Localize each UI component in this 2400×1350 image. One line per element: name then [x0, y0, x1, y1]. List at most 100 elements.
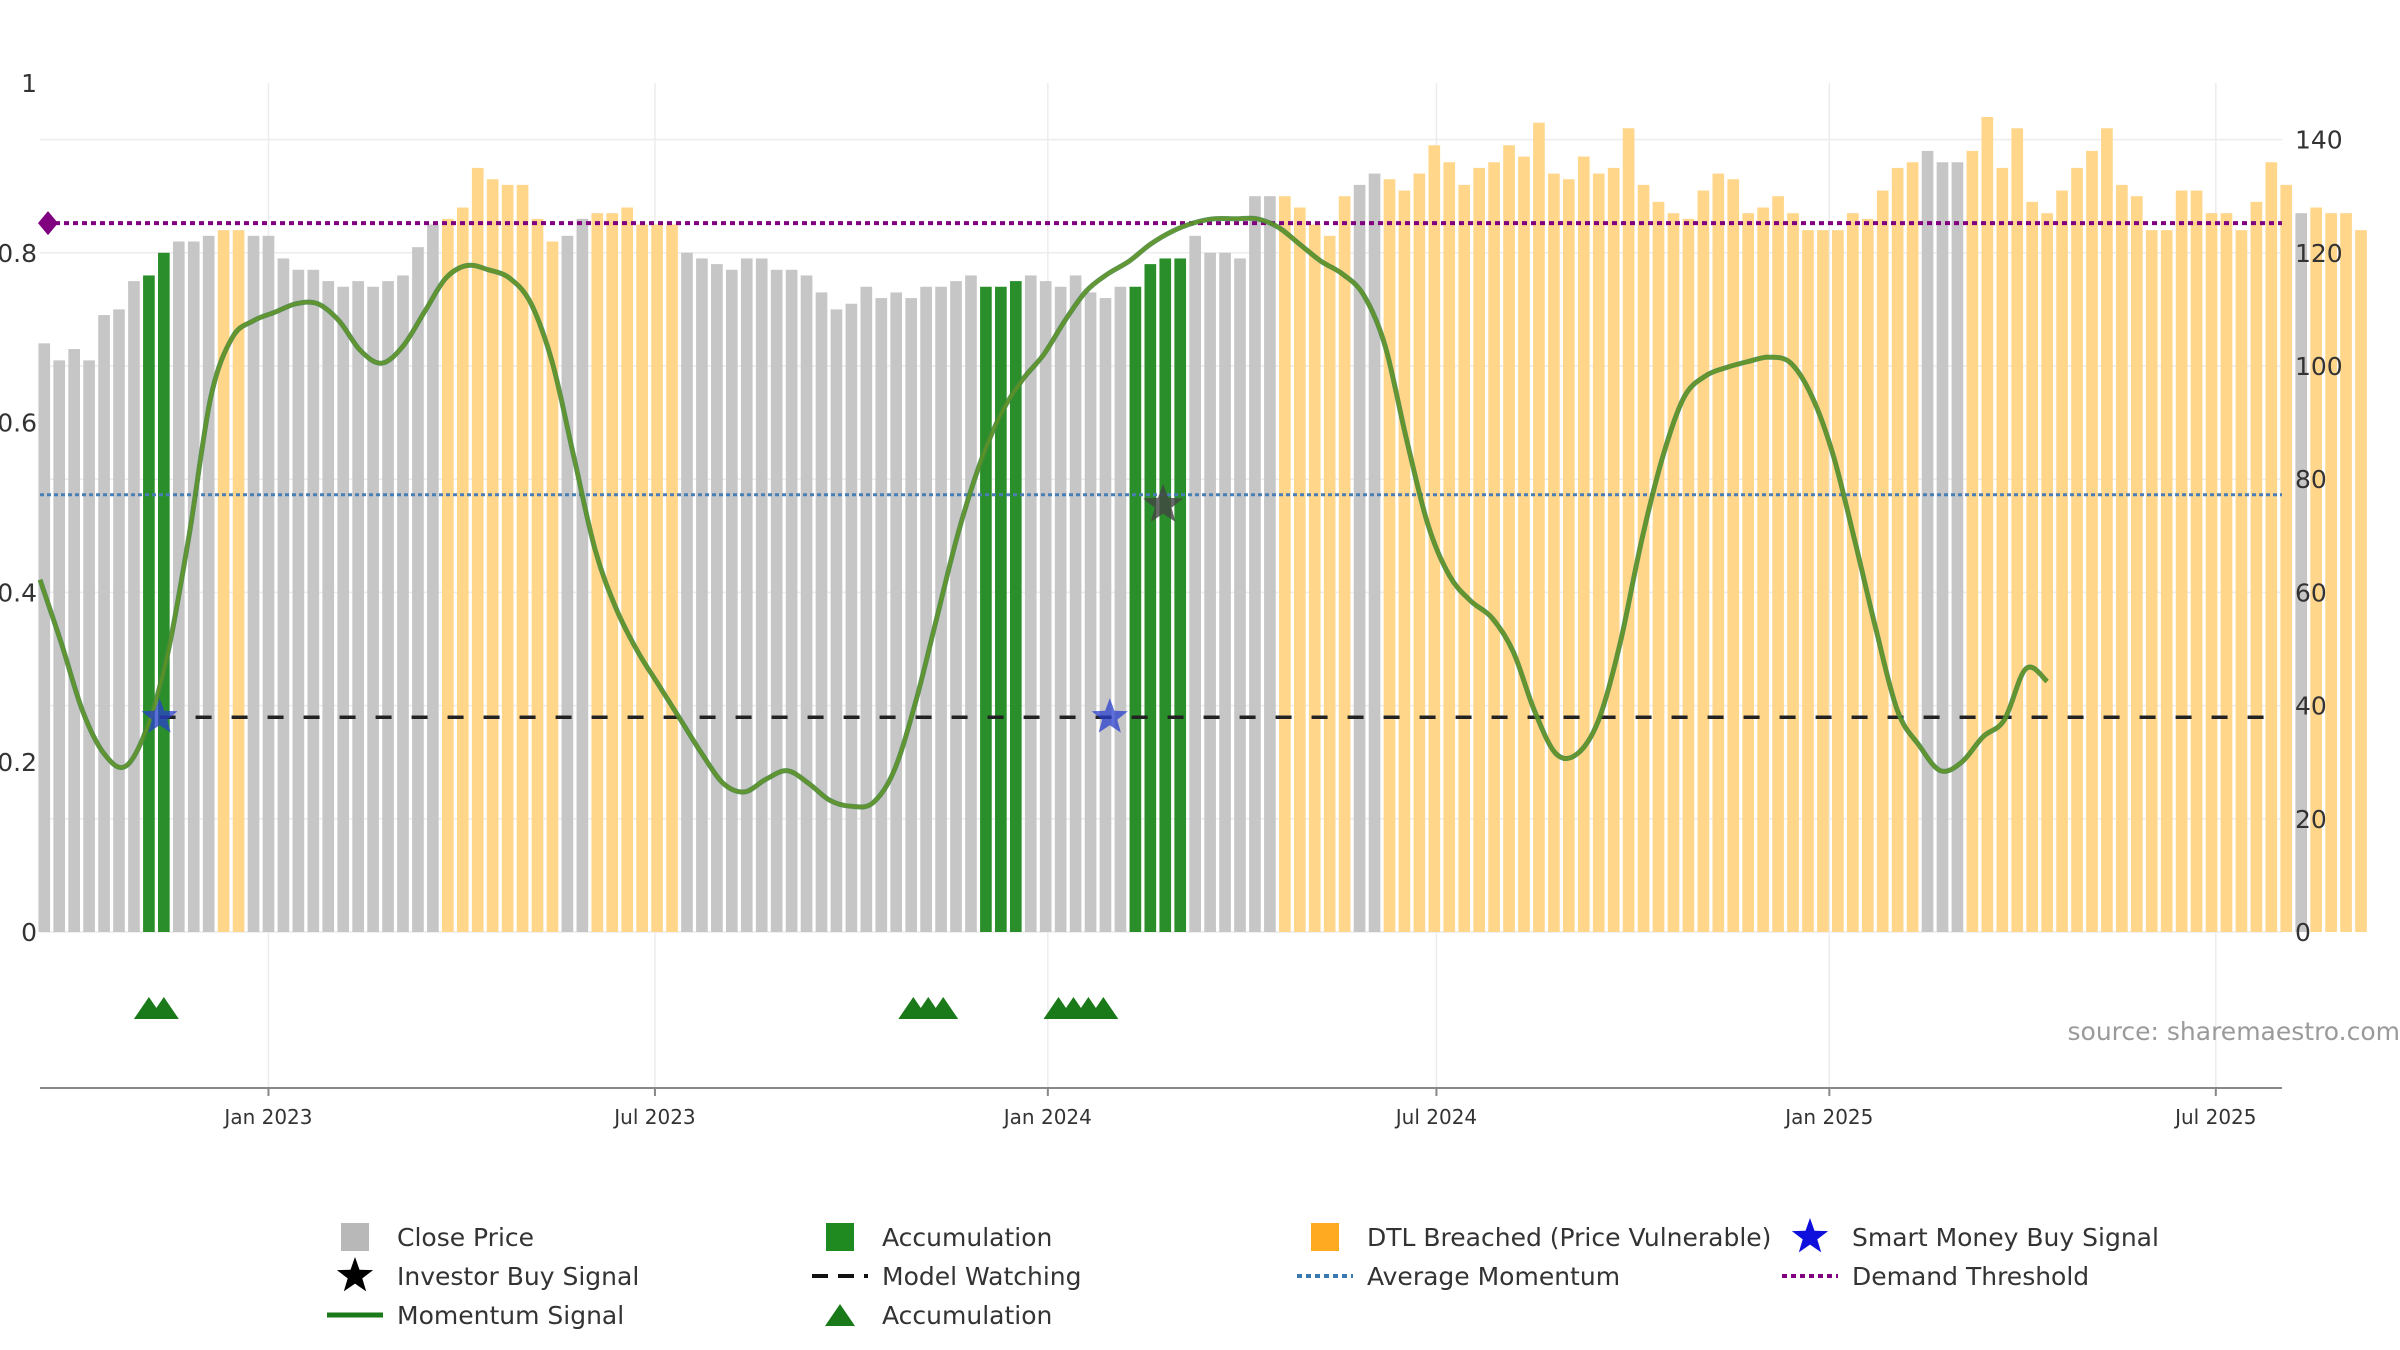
price-bar — [1832, 230, 1844, 932]
price-bar — [1114, 286, 1127, 932]
price-bar — [1413, 173, 1426, 932]
price-bar — [2310, 207, 2322, 932]
price-bar — [890, 292, 903, 932]
price-bar — [83, 360, 95, 933]
price-bar — [1518, 156, 1530, 932]
accumulation-triangle — [148, 997, 179, 1019]
price-bar — [1084, 292, 1097, 932]
price-bar — [427, 224, 439, 932]
price-bar — [2355, 230, 2367, 932]
right-axis-tick-label: 80 — [2295, 465, 2327, 494]
price-bar — [367, 286, 379, 932]
price-bar — [1264, 196, 1276, 932]
price-bar — [785, 269, 798, 932]
price-bar — [1637, 184, 1650, 932]
price-bar — [2116, 184, 2128, 932]
price-bar — [382, 281, 394, 933]
price-bar — [2160, 230, 2173, 932]
smart-money-buy-star — [141, 698, 178, 733]
price-bar — [770, 269, 783, 932]
left-axis-tick-label: 1 — [21, 69, 37, 98]
price-bar — [501, 184, 514, 932]
price-bar — [1592, 173, 1605, 932]
price-bar — [277, 258, 290, 933]
price-bar — [2205, 213, 2218, 932]
right-axis-tick-label: 40 — [2295, 692, 2327, 721]
price-bar — [755, 258, 768, 933]
price-bar — [2235, 230, 2248, 932]
price-bar — [1174, 258, 1187, 933]
left-axis-tick-label: 0.4 — [0, 578, 37, 607]
price-bar — [800, 275, 813, 932]
price-bar — [337, 286, 350, 932]
price-bar — [995, 286, 1007, 932]
price-bar — [2041, 213, 2053, 932]
price-bar — [1069, 275, 1082, 932]
price-bar — [1039, 281, 1052, 933]
price-bar — [262, 235, 275, 932]
price-bar — [815, 292, 828, 932]
price-bar — [1099, 298, 1112, 933]
price-bar — [1398, 190, 1411, 933]
price-bar — [980, 286, 992, 932]
price-bar — [38, 343, 51, 932]
price-bar — [681, 252, 693, 933]
x-axis-tick-label: Jul 2023 — [612, 1105, 695, 1129]
price-bar — [1009, 281, 1022, 933]
price-bar — [1503, 145, 1515, 932]
price-bar — [1308, 224, 1321, 932]
left-axis-tick-label: 0 — [21, 918, 37, 947]
price-bar — [516, 184, 529, 932]
price-bar — [1577, 156, 1590, 932]
price-bar — [1787, 213, 1799, 932]
price-bar — [1876, 190, 1889, 933]
price-bar — [158, 252, 170, 933]
price-bar — [696, 258, 708, 933]
price-bar — [128, 281, 140, 933]
demand-threshold-marker — [38, 211, 58, 236]
price-bar — [113, 309, 125, 932]
price-bar — [1548, 173, 1560, 932]
price-bar — [1159, 258, 1172, 933]
price-bar — [217, 230, 230, 932]
right-axis-tick-label: 140 — [2295, 126, 2343, 155]
price-bar — [1607, 167, 1620, 932]
price-bar — [830, 309, 843, 932]
price-bar — [1293, 207, 1306, 932]
price-bar — [68, 349, 80, 932]
price-bar — [905, 298, 918, 933]
price-bar — [2220, 213, 2233, 932]
price-bar — [860, 286, 873, 932]
price-bar — [621, 207, 634, 932]
price-bar — [1951, 162, 1964, 933]
price-bar — [651, 224, 663, 932]
price-bar — [591, 213, 604, 932]
price-bar — [1279, 196, 1291, 932]
price-bar — [1742, 213, 1755, 932]
price-bar — [2340, 213, 2352, 932]
price-bar — [1906, 162, 1919, 933]
price-bar — [412, 247, 424, 932]
price-bar — [2011, 128, 2024, 932]
price-bar — [1682, 218, 1695, 933]
price-bar — [1772, 196, 1784, 932]
price-bar — [397, 275, 409, 932]
price-bar — [1024, 275, 1037, 932]
price-bar — [2071, 167, 2083, 932]
price-bar — [1846, 213, 1859, 932]
price-bar — [1712, 173, 1725, 932]
price-bar — [711, 264, 723, 932]
price-bar — [1219, 252, 1231, 933]
price-bar — [322, 281, 335, 933]
price-bar — [143, 275, 155, 932]
right-axis-tick-label: 120 — [2295, 239, 2343, 268]
price-bar — [98, 315, 110, 932]
price-bar — [1921, 150, 1934, 933]
price-bar — [247, 235, 260, 932]
price-bar — [1936, 162, 1949, 933]
price-bar — [1368, 173, 1381, 932]
right-axis-tick-label: 0 — [2295, 918, 2311, 947]
right-axis-tick-label: 100 — [2295, 352, 2343, 381]
price-bar — [1533, 122, 1545, 933]
